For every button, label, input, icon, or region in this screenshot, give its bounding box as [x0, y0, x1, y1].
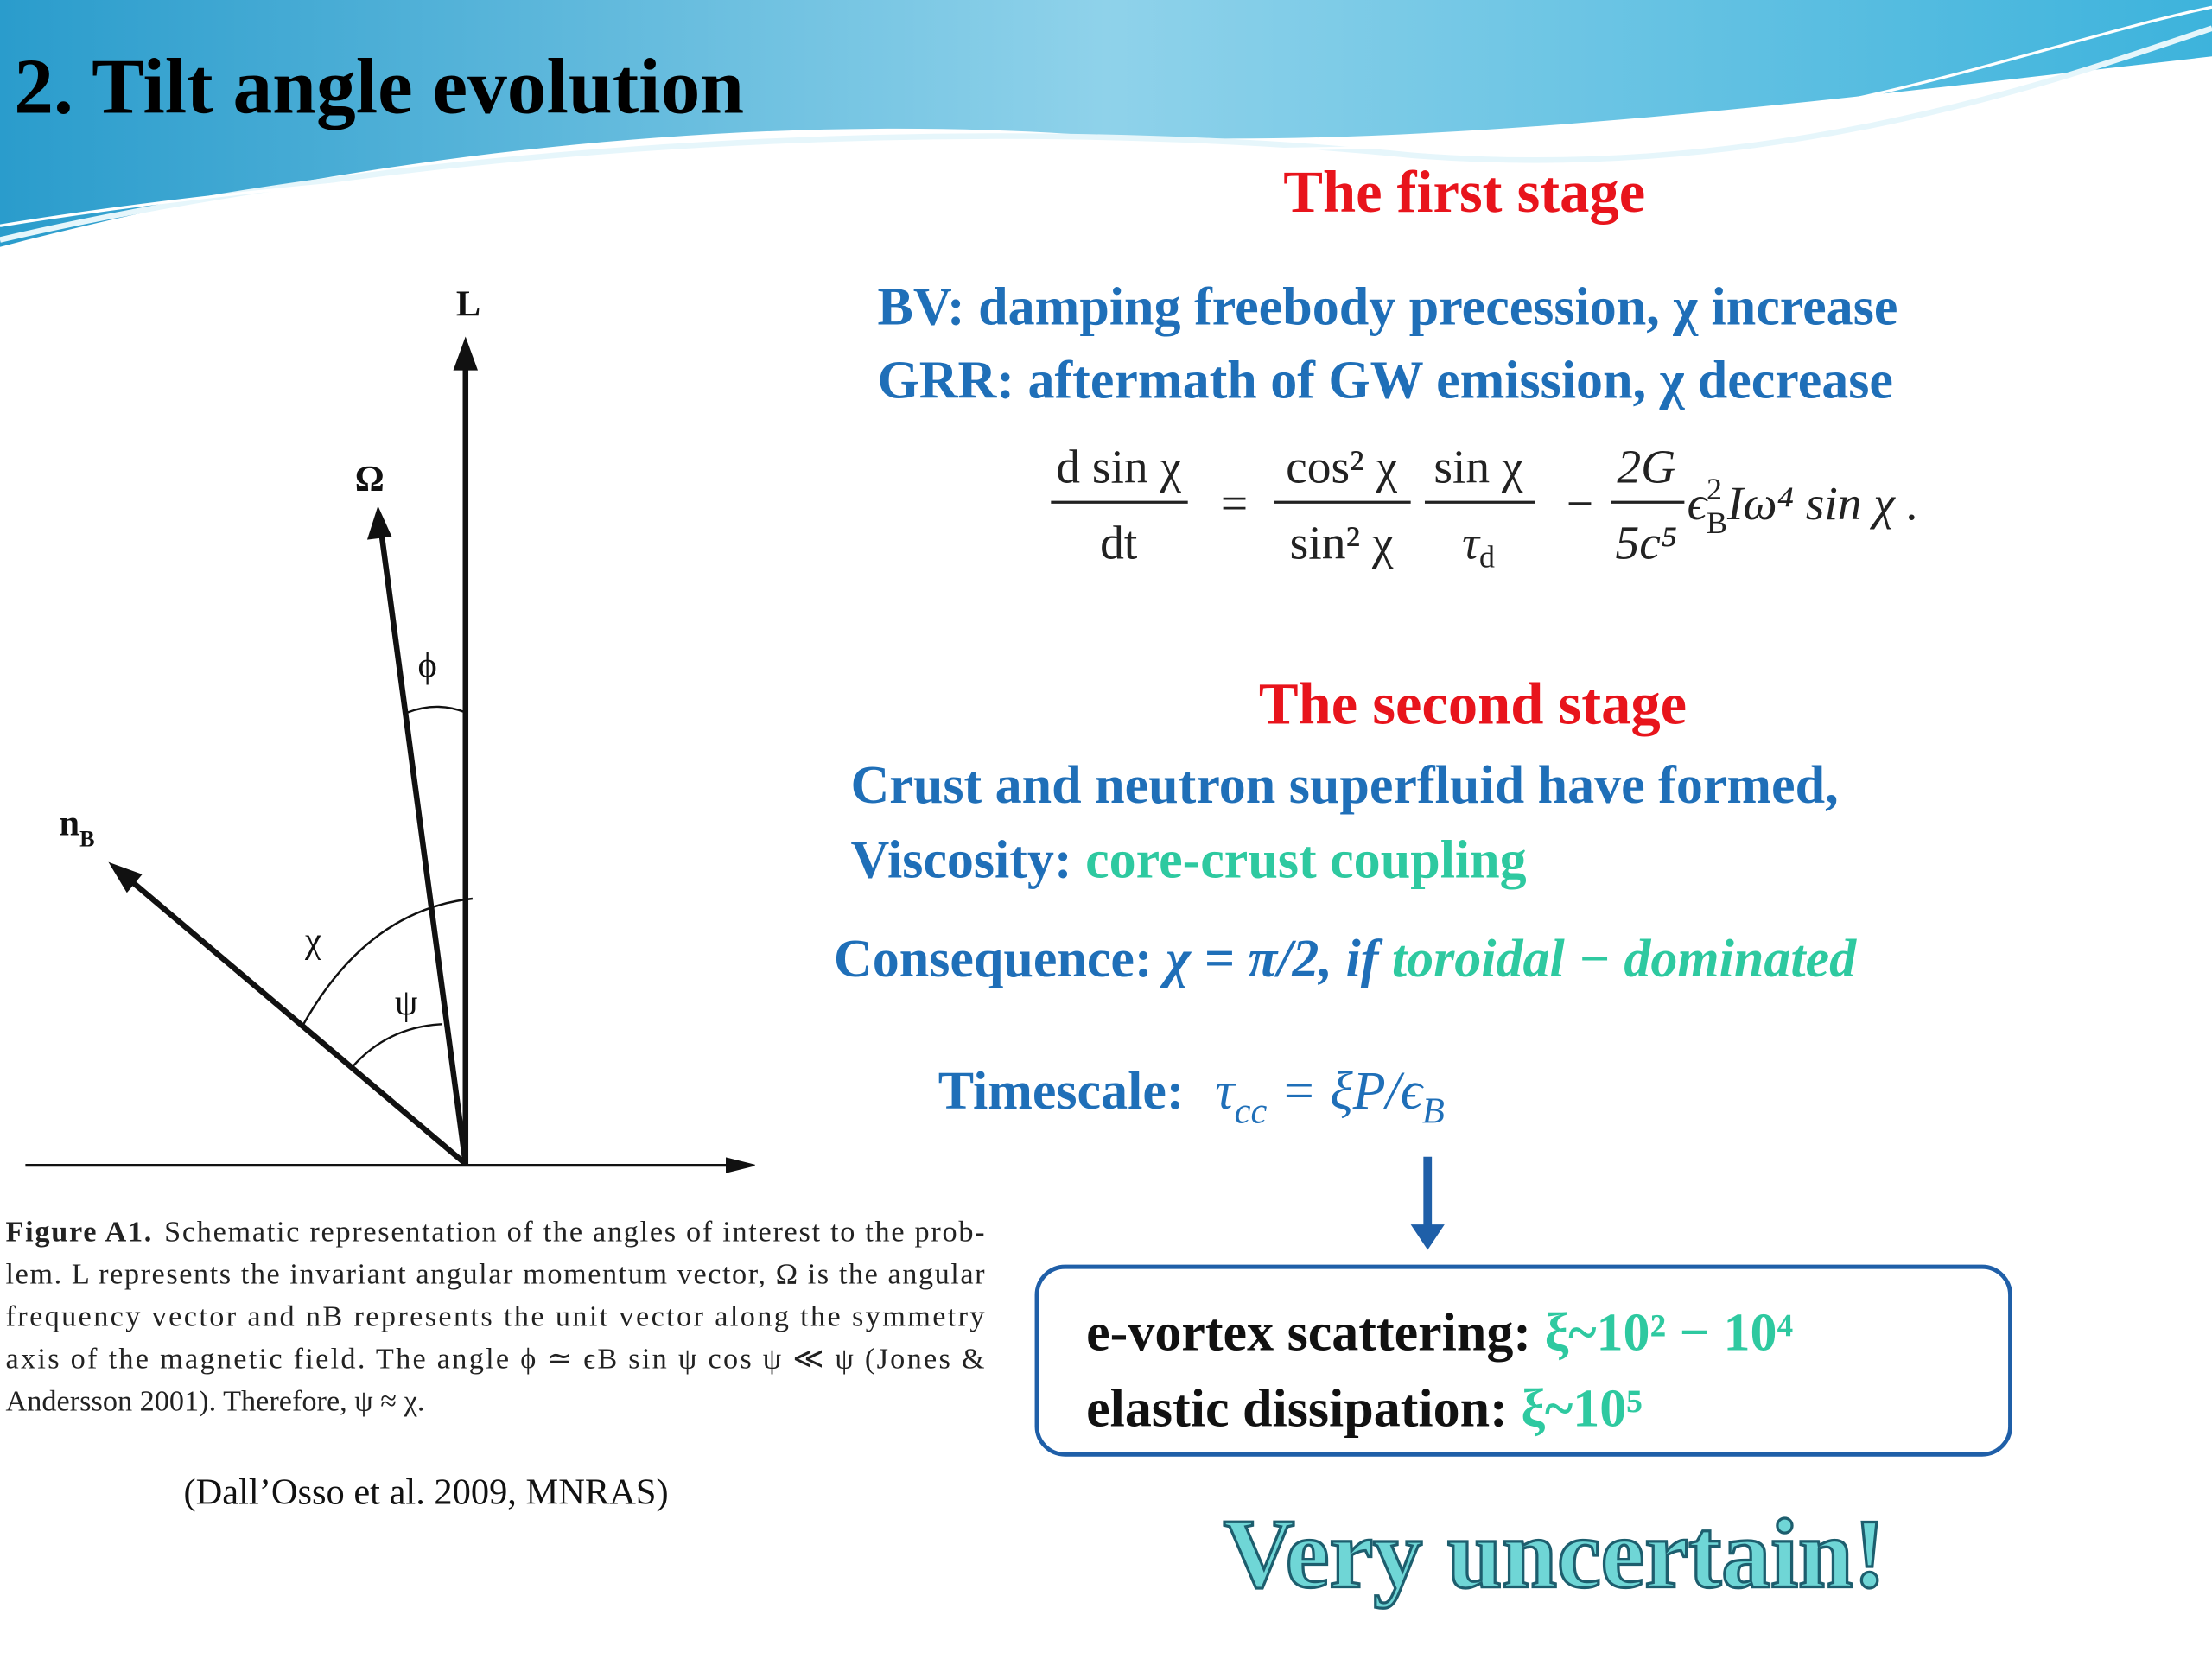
- text-line: BV: damping freebody precession, χ incre…: [878, 278, 1898, 337]
- eq-part: dt: [1100, 518, 1138, 570]
- eq-part: d sin χ: [1056, 441, 1181, 493]
- header-wave: [0, 0, 2212, 247]
- slide-title: 2. Tilt angle evolution: [14, 43, 744, 130]
- eq-part: =: [1221, 478, 1248, 531]
- diagram-label: n: [60, 804, 80, 844]
- arrowhead: [108, 861, 143, 893]
- wave-line: [0, 25, 2212, 243]
- box-label: elastic dissipation:: [1086, 1380, 1521, 1439]
- text-line: Viscosity: core-crust coupling: [850, 831, 1526, 890]
- math: = ξP/ϵ: [1267, 1062, 1424, 1121]
- arrowhead: [1410, 1224, 1445, 1250]
- diagram-label: Ω: [355, 459, 385, 499]
- text-line: Crust and neutron superfluid have formed…: [850, 756, 1838, 815]
- text-line: Timescale: τcc = ξP/ϵB: [938, 1062, 1445, 1131]
- eq-sub: B: [1707, 505, 1727, 540]
- box-label: e-vortex scattering:: [1086, 1303, 1544, 1362]
- caption-label: Figure A1.: [6, 1216, 152, 1249]
- text-value: toroidal − dominated: [1392, 930, 1857, 988]
- diagram-label: ϕ: [418, 645, 437, 686]
- result-box: [1034, 1264, 2012, 1457]
- text-label: Viscosity:: [850, 831, 1085, 890]
- arrowhead: [453, 336, 479, 371]
- caption-line: frequency vector and nB represents the u…: [6, 1300, 985, 1333]
- box-value: ξ~10² − 10⁴: [1545, 1303, 1794, 1362]
- eq-part: τ: [1462, 518, 1481, 570]
- text-line: GRR: aftermath of GW emission, χ decreas…: [878, 351, 1893, 410]
- vector-omega: [378, 528, 469, 1165]
- box-line: e-vortex scattering: ξ~10² − 10⁴: [1086, 1303, 1793, 1362]
- math-sub: B: [1422, 1091, 1445, 1132]
- caption-line: lem. L represents the invariant angular …: [6, 1258, 986, 1291]
- box-value: ξ~10⁵: [1521, 1380, 1643, 1439]
- text-value: core-crust coupling: [1085, 831, 1527, 890]
- caption-text: Schematic representation of the angles o…: [164, 1216, 984, 1249]
- caption-line: axis of the magnetic field. The angle ϕ …: [6, 1343, 985, 1376]
- text-label: Timescale:: [938, 1062, 1185, 1121]
- stage-heading: The first stage: [1283, 159, 1645, 225]
- eq-part: ϵ: [1688, 478, 1709, 531]
- angle-arc: [301, 897, 474, 1028]
- equation: d sin χ dt = cos² χ sin² χ sin χ τd − 2G…: [1051, 441, 1919, 575]
- diagram-label: B: [79, 827, 94, 852]
- math: χ = π/2, if: [1159, 930, 1392, 988]
- text-label: Consequence:: [834, 930, 1166, 988]
- math-sub: cc: [1235, 1091, 1268, 1132]
- eq-part: 5c⁵: [1615, 518, 1677, 570]
- eq-part: Iω⁴ sin χ .: [1726, 478, 1919, 531]
- arrowhead: [366, 505, 392, 540]
- wave-line: [0, 5, 2212, 227]
- eq-part: sin χ: [1433, 441, 1523, 493]
- stage-heading: The second stage: [1259, 671, 1687, 737]
- eq-part: ϵ2 BIω⁴ sin χ .: [1688, 472, 1919, 540]
- diagram-label: χ: [304, 920, 321, 961]
- eq-part: sin² χ: [1290, 518, 1394, 570]
- citation: (Dall’Osso et al. 2009, MNRAS): [184, 1471, 669, 1512]
- eq-sup: 2: [1707, 472, 1722, 506]
- arrowhead: [726, 1157, 755, 1173]
- math: τ: [1215, 1062, 1236, 1121]
- diagram-label: L: [456, 284, 480, 325]
- diagram: [25, 336, 755, 1173]
- vector-nB: [124, 875, 467, 1166]
- diagram-label: nB: [60, 804, 95, 852]
- angle-arc: [407, 705, 467, 714]
- eq-part: cos² χ: [1286, 441, 1397, 493]
- conclusion: Very uncertain!: [1224, 1499, 1886, 1609]
- angle-arc: [352, 1023, 442, 1068]
- eq-sub: d: [1479, 539, 1495, 574]
- caption-line: Andersson 2001). Therefore, ψ ≈ χ.: [6, 1385, 425, 1418]
- box-line: elastic dissipation: ξ~10⁵: [1086, 1380, 1643, 1439]
- eq-part: −: [1567, 478, 1593, 531]
- eq-part: τd: [1462, 518, 1495, 575]
- text-line: Consequence: χ = π/2, if toroidal − domi…: [834, 930, 1857, 988]
- diagram-label: ψ: [395, 982, 418, 1023]
- caption-line: Figure A1. Schematic representation of th…: [6, 1216, 985, 1249]
- eq-part: 2G: [1617, 441, 1675, 493]
